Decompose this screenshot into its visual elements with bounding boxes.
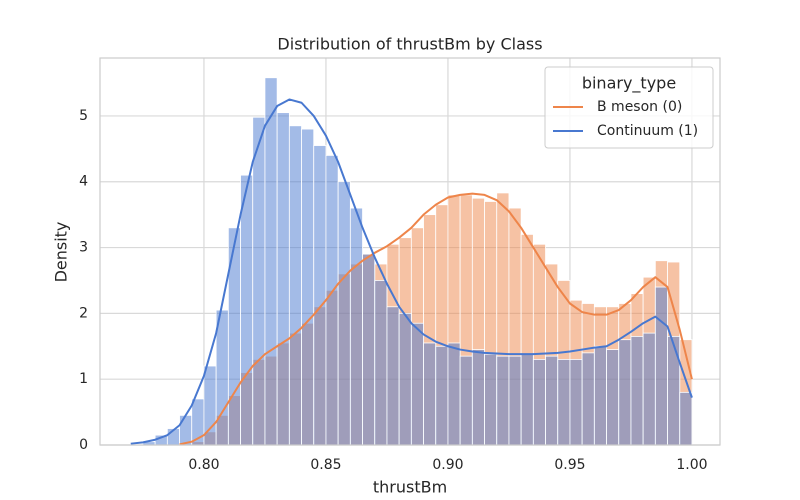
y-tick-label: 3 <box>79 240 88 256</box>
histogram-bar <box>569 359 583 446</box>
histogram-bar <box>606 349 620 446</box>
histogram-bar <box>325 155 339 446</box>
histogram-bar <box>618 339 632 446</box>
x-tick-label: 0.90 <box>432 457 463 473</box>
histogram-bar <box>484 353 498 446</box>
histogram-bar <box>508 355 522 446</box>
histogram-bar <box>557 359 571 446</box>
histogram-bar <box>630 336 644 446</box>
histogram-bar <box>667 336 681 446</box>
histogram-bar <box>654 286 668 446</box>
kde-line <box>179 192 693 446</box>
histogram-bar <box>642 332 656 446</box>
histogram-bar <box>288 125 302 446</box>
legend-label: B meson (0) <box>597 99 682 115</box>
histogram-bar <box>337 181 351 446</box>
y-tick-label: 1 <box>79 371 88 387</box>
histogram-bar <box>447 342 461 446</box>
legend: binary_type B meson (0) Continuum (1) <box>544 66 714 149</box>
histogram-bar <box>252 116 266 446</box>
plot-frame <box>99 57 721 446</box>
x-tick-label: 1.00 <box>676 457 707 473</box>
histogram-bar <box>179 414 193 446</box>
histogram-bar <box>386 306 400 446</box>
bars <box>130 77 693 446</box>
histogram-bar <box>496 355 510 446</box>
chart-title: Distribution of thrustBm by Class <box>277 35 542 54</box>
histogram-bar <box>362 253 376 446</box>
histogram-bar <box>410 322 424 446</box>
histogram-bar <box>240 174 254 446</box>
histogram-bar <box>581 352 595 446</box>
histogram-bar <box>679 391 693 446</box>
histogram-bar <box>435 345 449 446</box>
histogram-bar <box>374 280 388 446</box>
y-tick-label: 2 <box>79 305 88 321</box>
histogram-bar <box>423 342 437 446</box>
histogram-bar <box>593 345 607 446</box>
y-tick-label: 0 <box>79 437 88 453</box>
histogram-bar <box>264 77 278 446</box>
legend-box <box>544 66 714 149</box>
y-tick-label: 5 <box>79 108 88 124</box>
x-tick-label: 0.80 <box>188 457 219 473</box>
histogram-bar <box>349 207 363 446</box>
histogram-bar <box>276 112 290 446</box>
histogram-bar <box>313 145 327 446</box>
y-axis-label: Density <box>52 222 71 283</box>
legend-title: binary_type <box>582 74 676 94</box>
histogram-bar <box>532 359 546 446</box>
x-tick-label: 0.95 <box>554 457 585 473</box>
histogram-bar <box>545 355 559 446</box>
histogram-bar <box>301 128 315 446</box>
x-tick-label: 0.85 <box>310 457 341 473</box>
histogram-bar <box>398 312 412 446</box>
histogram-bar <box>459 355 473 446</box>
kde-lines <box>130 98 693 446</box>
y-tick-label: 4 <box>79 174 88 190</box>
ticks: 0.80 0.85 0.90 0.95 1.00 0 1 2 3 4 5 <box>79 108 707 473</box>
kde-line <box>130 98 693 445</box>
x-axis-label: thrustBm <box>373 478 447 497</box>
histogram-bar <box>520 353 534 446</box>
histogram-bar <box>215 309 229 446</box>
legend-label: Continuum (1) <box>597 123 698 139</box>
histogram-bar <box>471 349 485 446</box>
